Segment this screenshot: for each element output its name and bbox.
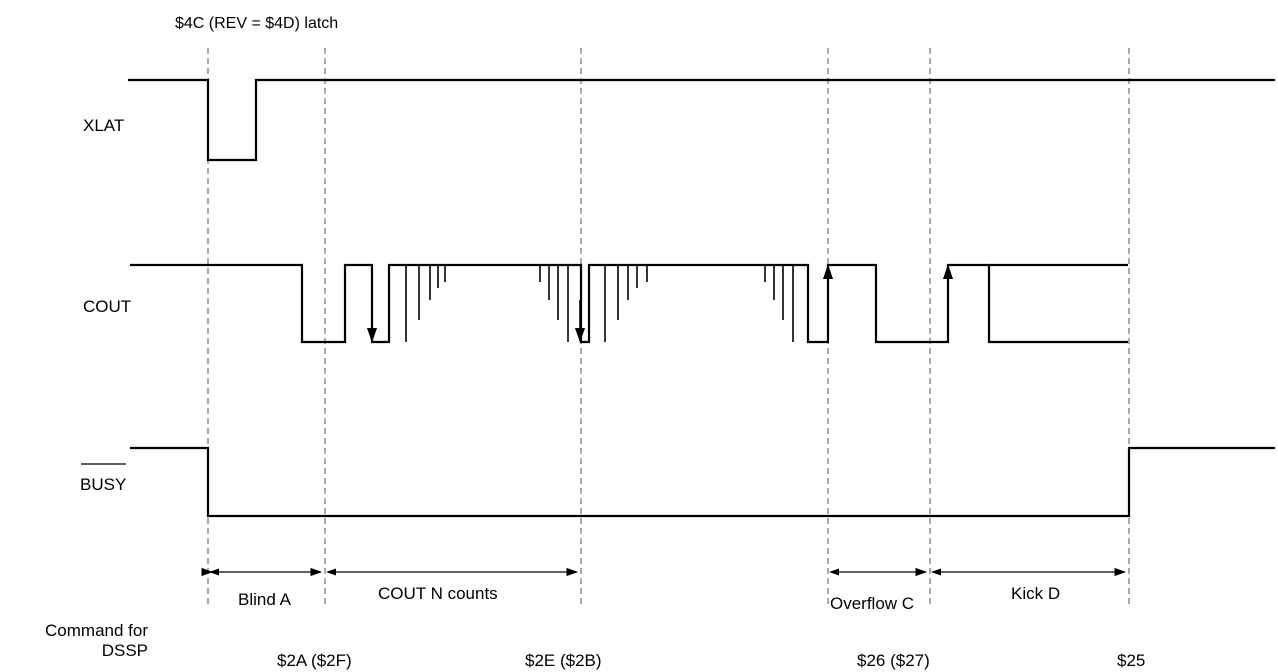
xlat-waveform — [128, 78, 1275, 162]
overflow-label: Overflow C — [830, 594, 914, 613]
xlat-label: XLAT — [83, 116, 124, 135]
command-1: $2A ($2F) — [277, 651, 352, 670]
blind-label: Blind A — [238, 590, 292, 609]
command-title-line1: Command for — [45, 621, 148, 640]
command-3: $26 ($27) — [857, 651, 930, 670]
reference-lines — [207, 48, 1130, 605]
cout-waveform — [130, 263, 1128, 344]
latch-label: $4C (REV = $4D) latch — [175, 15, 338, 32]
interval-arrows — [201, 567, 1127, 577]
kick-label: Kick D — [1011, 584, 1060, 603]
cout-label: COUT — [83, 297, 131, 316]
command-2: $2E ($2B) — [525, 651, 602, 670]
command-title-line2: DSSP — [102, 641, 148, 660]
counts-label: COUT N counts — [378, 584, 498, 603]
command-4: $25 — [1117, 651, 1145, 670]
busy-label: BUSY — [80, 475, 126, 494]
busy-waveform — [130, 446, 1275, 518]
